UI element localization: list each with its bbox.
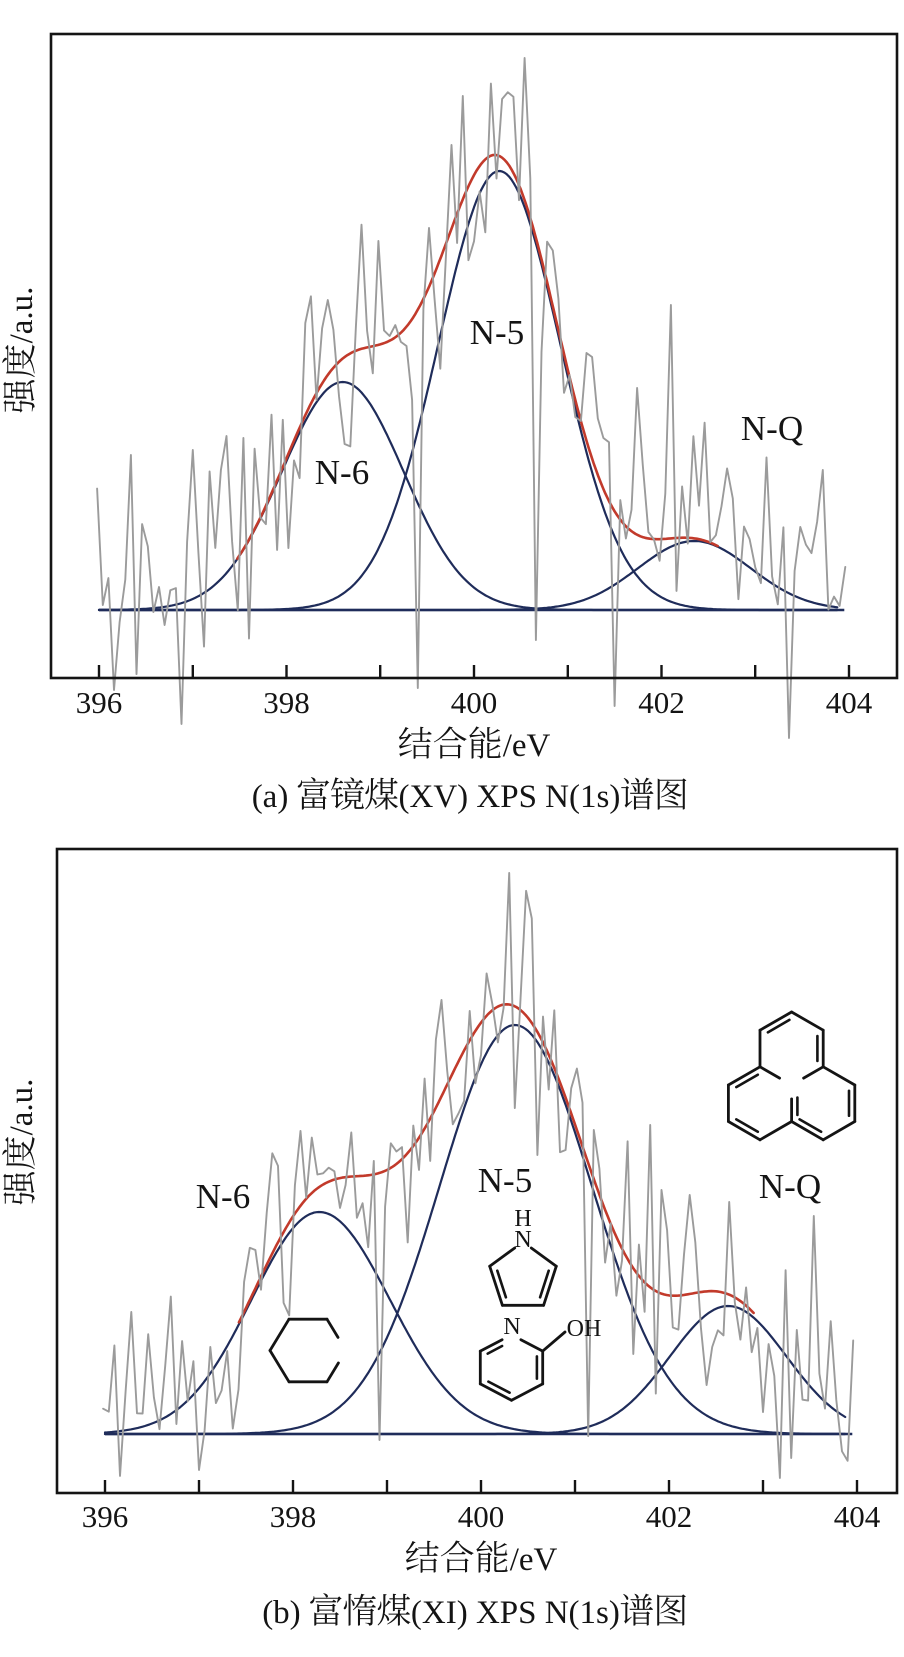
svg-text:404: 404 <box>834 1499 881 1534</box>
svg-text:N-Q: N-Q <box>759 1167 821 1206</box>
svg-text:N-5: N-5 <box>470 313 524 352</box>
svg-text:N-Q: N-Q <box>741 409 803 448</box>
svg-text:396: 396 <box>76 685 123 720</box>
svg-text:/a.u.: /a.u. <box>4 1079 40 1136</box>
svg-text:402: 402 <box>646 1499 693 1534</box>
svg-text:398: 398 <box>270 1499 317 1534</box>
svg-text:N: N <box>514 1227 531 1253</box>
svg-text:(XI) XPS N(1s): (XI) XPS N(1s) <box>411 1595 620 1631</box>
svg-text:400: 400 <box>458 1499 505 1534</box>
svg-text:(XV) XPS N(1s): (XV) XPS N(1s) <box>399 779 621 815</box>
svg-text:N-6: N-6 <box>196 1177 250 1216</box>
svg-text:404: 404 <box>826 685 873 720</box>
svg-text:/a.u.: /a.u. <box>4 287 40 344</box>
svg-text:402: 402 <box>638 685 685 720</box>
svg-text:N: N <box>503 1314 520 1340</box>
svg-text:OH: OH <box>567 1316 602 1342</box>
svg-text:398: 398 <box>263 685 310 720</box>
svg-text:H: H <box>514 1206 531 1232</box>
svg-text:N-5: N-5 <box>478 1161 532 1200</box>
svg-text:/eV: /eV <box>503 728 551 764</box>
svg-text:(a): (a) <box>252 779 289 815</box>
svg-text:/eV: /eV <box>510 1542 558 1578</box>
svg-text:(b): (b) <box>262 1595 300 1631</box>
svg-text:N-6: N-6 <box>315 453 369 492</box>
svg-text:396: 396 <box>82 1499 129 1534</box>
svg-text:400: 400 <box>451 685 498 720</box>
